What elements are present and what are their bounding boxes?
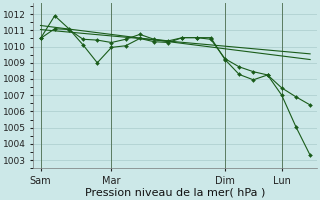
X-axis label: Pression niveau de la mer( hPa ): Pression niveau de la mer( hPa ) — [85, 187, 266, 197]
